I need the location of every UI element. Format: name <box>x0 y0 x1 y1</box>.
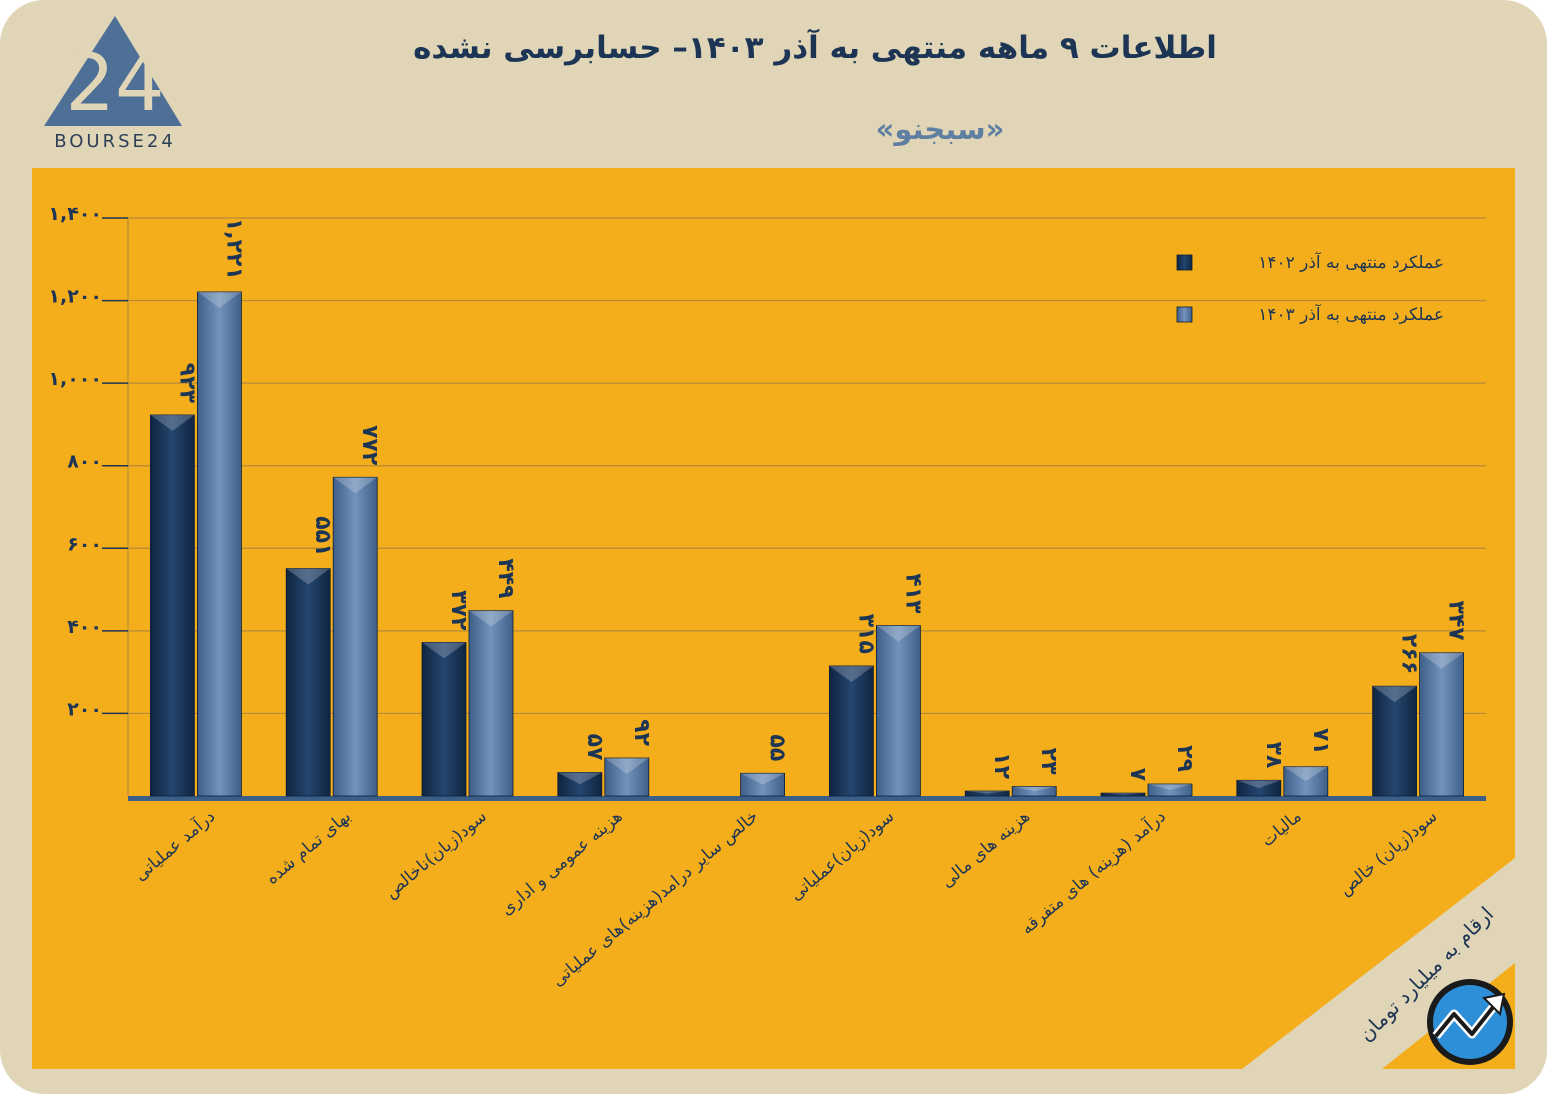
trend-arrow-icon <box>1427 979 1513 1065</box>
category-label: بهای تمام شده <box>262 807 355 889</box>
bar-bevel <box>1419 652 1464 669</box>
bar-bevel <box>1372 686 1417 703</box>
bar-1403 <box>876 625 921 797</box>
category-label: هزینه های مالی <box>937 807 1034 893</box>
y-tick-label: ۶۰۰ <box>67 533 102 555</box>
bar-1403 <box>468 610 514 797</box>
category-label: هزینه عمومی و اداری <box>497 807 627 920</box>
chart-panel: ۲۰۰ ۴۰۰ ۶۰۰ ۸۰۰ ۱,۰۰۰ ۱,۲۰۰ ۱,۴۰۰ ۹۲۳ ۱,۲۲۱ ۵۵۱ ۷… <box>32 168 1515 1069</box>
value-label: ۹۲۳ <box>174 363 199 404</box>
category-label: سود(زیان)ناخالص <box>381 807 490 903</box>
bar-1402 <box>1100 792 1146 797</box>
bar-bevel <box>286 568 331 585</box>
bar-bevel <box>876 625 921 642</box>
bar-bevel <box>1283 766 1328 782</box>
bar-1402 <box>1236 779 1282 797</box>
value-label: ۷۷۲ <box>357 425 382 466</box>
bar-1403 <box>604 757 650 797</box>
category-label: سود(زیان)عملیاتی <box>786 807 898 905</box>
bar-1402 <box>150 414 195 797</box>
value-label: ۲۳ <box>1036 748 1061 775</box>
value-label: ۲۶۶ <box>1397 634 1422 674</box>
value-label: ۷۱ <box>1308 728 1333 755</box>
bar-1403 <box>196 291 242 797</box>
page-title: اطلاعات ۹ ماهه منتهی به آذر ۱۴۰۳– حسابرس… <box>413 30 1217 66</box>
legend-label: عملکرد منتهی به آذر ۱۴۰۲ <box>1258 251 1444 273</box>
category-label: درآمد (هزینه) های متفرقه <box>1016 805 1170 939</box>
y-tick-label: ۱,۲۰۰ <box>48 286 102 308</box>
triangle-logo-icon: 24 <box>44 16 182 129</box>
value-label: ۹۲ <box>629 719 654 746</box>
bar-bevel <box>150 414 195 431</box>
value-label: ۳۴۷ <box>1444 600 1469 641</box>
bar-1403 <box>740 772 785 797</box>
svg-text:24: 24 <box>65 39 164 129</box>
value-label: ۳۷۲ <box>446 590 471 631</box>
bar-bevel <box>1148 784 1192 791</box>
category-label: درآمد عملیاتی <box>129 805 219 885</box>
bar-bevel <box>557 772 602 785</box>
page-subtitle: «سبجنو» <box>875 112 1005 146</box>
bar-bevel <box>1236 780 1281 789</box>
bar-bevel <box>333 477 378 494</box>
bar-bevel <box>740 773 785 785</box>
value-label: ۴۱۳ <box>900 573 925 614</box>
value-label: ۳۱۵ <box>853 614 878 654</box>
value-label: ۵۷ <box>582 734 607 761</box>
bar-bevel <box>604 758 649 775</box>
bar-bevel <box>197 291 242 308</box>
legend-swatch <box>1176 306 1193 323</box>
bar-1403 <box>1419 652 1464 797</box>
bar-1403 <box>1147 783 1193 797</box>
value-label: ۵۵۱ <box>310 516 335 556</box>
y-tick-label: ۸۰۰ <box>67 451 102 473</box>
value-label: ۳۸ <box>1261 741 1286 768</box>
bar-1403 <box>332 476 378 797</box>
bar-bevel <box>829 665 874 682</box>
bar-bevel <box>469 610 513 627</box>
bar-bevel <box>1012 786 1057 792</box>
bar-1402 <box>829 665 874 797</box>
bar-1402 <box>1372 685 1417 797</box>
value-label: ۴۴۹ <box>493 558 518 598</box>
bar-1402 <box>557 772 603 797</box>
value-label: ۵۵ <box>765 734 790 761</box>
bar-1402 <box>964 790 1010 797</box>
legend-swatch <box>1176 254 1193 271</box>
y-tick-label: ۱,۰۰۰ <box>48 368 102 390</box>
value-label: ۱۲ <box>989 752 1014 779</box>
bar-1402 <box>285 568 331 797</box>
y-tick-label: ۲۰۰ <box>67 698 102 720</box>
value-label: ۷ <box>1125 768 1150 782</box>
bar-1403 <box>1283 766 1329 797</box>
bar-bevel <box>965 791 1010 794</box>
bar-chart: ۲۰۰ ۴۰۰ ۶۰۰ ۸۰۰ ۱,۰۰۰ ۱,۲۰۰ ۱,۴۰۰ ۹۲۳ ۱,۲۲۱ ۵۵۱ ۷… <box>48 203 1486 991</box>
x-axis-line <box>128 796 1486 801</box>
y-tick-label: ۴۰۰ <box>67 616 102 638</box>
bar-1403 <box>1011 786 1057 797</box>
category-label: مالیات <box>1258 807 1306 852</box>
y-tick-label: ۱,۴۰۰ <box>48 203 102 225</box>
bar-1402 <box>421 642 467 797</box>
logo-text: BOURSE24 <box>54 131 176 152</box>
bar-bevel <box>422 642 466 659</box>
legend-label: عملکرد منتهی به آذر ۱۴۰۳ <box>1258 303 1444 325</box>
bar-bevel <box>1101 793 1145 795</box>
value-label: ۱,۲۲۱ <box>221 218 246 280</box>
value-label: ۲۹ <box>1172 745 1197 772</box>
